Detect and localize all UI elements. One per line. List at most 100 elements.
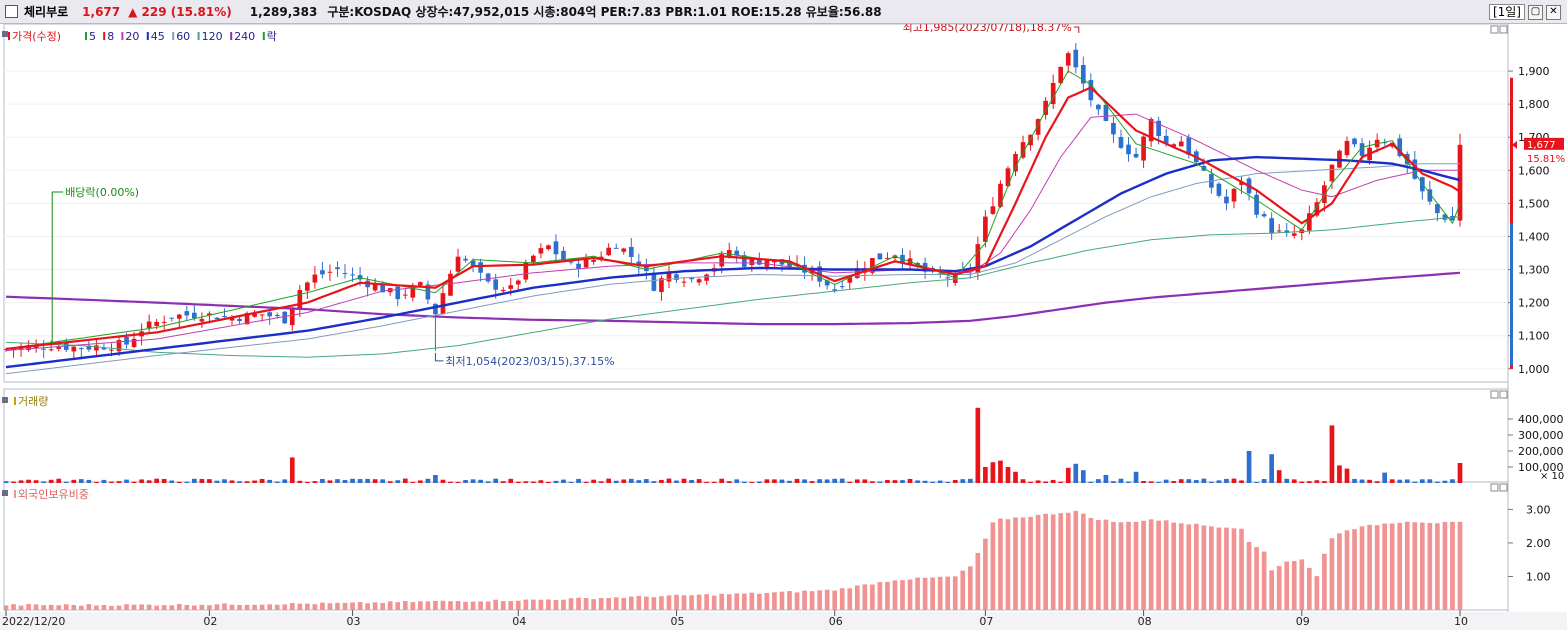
candle xyxy=(1450,215,1455,221)
foreign-bar xyxy=(252,604,257,610)
foreign-bar xyxy=(259,604,265,610)
foreign-bar xyxy=(568,598,574,610)
foreign-bar xyxy=(1442,521,1448,610)
foreign-bar xyxy=(1171,522,1177,610)
candle xyxy=(644,263,649,272)
foreign-bar xyxy=(1193,523,1199,610)
volume-bar xyxy=(146,480,152,483)
candle xyxy=(613,247,619,249)
foreign-bar xyxy=(161,605,167,610)
close-icon[interactable]: ✕ xyxy=(1546,4,1561,20)
volume-bar xyxy=(1020,479,1026,483)
volume-bar xyxy=(1050,479,1056,483)
volume-bar xyxy=(71,479,77,483)
foreign-bar xyxy=(124,604,129,610)
foreign-bar xyxy=(1246,541,1252,610)
candle xyxy=(402,294,408,296)
volume-bar xyxy=(666,478,672,483)
x-tick-label: 2022/12/20 xyxy=(2,615,65,628)
foreign-bar xyxy=(169,605,175,610)
volume-bar xyxy=(1111,481,1116,483)
volume-bar xyxy=(229,480,235,483)
volume-bar xyxy=(109,481,114,483)
candle xyxy=(3,349,9,351)
candle xyxy=(1126,144,1131,155)
foreign-bar xyxy=(1133,521,1139,610)
foreign-bar xyxy=(1186,524,1192,610)
candle xyxy=(1103,104,1109,121)
volume-bar xyxy=(1133,471,1139,483)
volume-bar xyxy=(1058,481,1064,483)
candle xyxy=(523,262,529,280)
candle xyxy=(1088,80,1094,101)
volume-bar xyxy=(606,478,612,483)
volume-bar xyxy=(1291,479,1297,483)
legend-swatch xyxy=(14,490,16,498)
volume-bar xyxy=(259,478,265,483)
candle xyxy=(1254,194,1259,215)
candle xyxy=(1005,168,1011,187)
volume-bar xyxy=(885,479,890,483)
candle xyxy=(1013,153,1018,172)
candle xyxy=(1442,214,1448,220)
price-tag-box xyxy=(1524,137,1564,150)
volume-bar xyxy=(1382,472,1387,483)
foreign-bar xyxy=(1020,517,1026,610)
candle xyxy=(161,321,167,323)
foreign-bar xyxy=(659,596,664,610)
legend-swatch xyxy=(262,32,265,40)
volume-bar xyxy=(425,478,431,483)
volume-bar xyxy=(1435,481,1440,483)
x-tick-label: 05 xyxy=(670,615,684,628)
x-tick-label: 09 xyxy=(1296,615,1310,628)
foreign-bar xyxy=(350,602,355,610)
foreign-bar xyxy=(1005,519,1011,610)
foreign-bar xyxy=(433,600,438,610)
volume-bar xyxy=(674,480,679,483)
candle xyxy=(1435,204,1440,214)
candle xyxy=(1224,196,1229,204)
foreign-bar xyxy=(274,604,280,610)
volume-bar xyxy=(116,481,122,483)
stock-header: 체리부로 1,677 ▲ 229 (15.81%) 1,289,383 구분:K… xyxy=(0,0,1567,24)
volume-bar xyxy=(1419,479,1425,483)
dividend-annotation: 배당락(0.00%) xyxy=(65,186,139,199)
foreign-bar xyxy=(478,601,483,610)
foreign-bar xyxy=(681,595,687,610)
foreign-tick-label: 2.00 xyxy=(1526,537,1551,550)
legend-swatch xyxy=(121,32,124,40)
foreign-bar xyxy=(199,604,205,610)
candle xyxy=(440,293,446,314)
volume-bar xyxy=(689,479,694,483)
volume-bar xyxy=(651,481,657,483)
volume-bar xyxy=(305,481,310,483)
volume-bar xyxy=(1013,471,1018,483)
candle xyxy=(1058,66,1064,84)
candle xyxy=(1178,141,1184,147)
foreign-bar xyxy=(395,602,401,610)
foreign-bar xyxy=(1291,560,1297,610)
panel-close-icon xyxy=(1499,25,1508,34)
foreign-bar xyxy=(651,597,657,610)
restore-icon[interactable]: ▢ xyxy=(1528,4,1543,20)
current-price: 1,677 xyxy=(82,4,121,19)
volume-bar xyxy=(357,479,363,483)
candle xyxy=(1171,144,1177,147)
foreign-bar xyxy=(515,600,521,610)
period-selector[interactable]: [1일] xyxy=(1488,4,1525,20)
volume-bar xyxy=(154,478,160,483)
candle xyxy=(741,255,747,267)
foreign-bar xyxy=(734,593,740,610)
volume-bar xyxy=(719,478,725,483)
legend-swatch xyxy=(85,32,87,40)
candle xyxy=(237,318,242,321)
x-tick-label: 04 xyxy=(512,615,526,628)
foreign-bar xyxy=(48,604,54,610)
candle xyxy=(1352,138,1357,145)
select-checkbox[interactable] xyxy=(5,5,18,18)
candle xyxy=(1148,119,1154,142)
volume-bar xyxy=(1080,470,1086,483)
foreign-bar xyxy=(3,605,9,610)
foreign-bar xyxy=(410,602,416,610)
foreign-bar xyxy=(1126,521,1131,610)
